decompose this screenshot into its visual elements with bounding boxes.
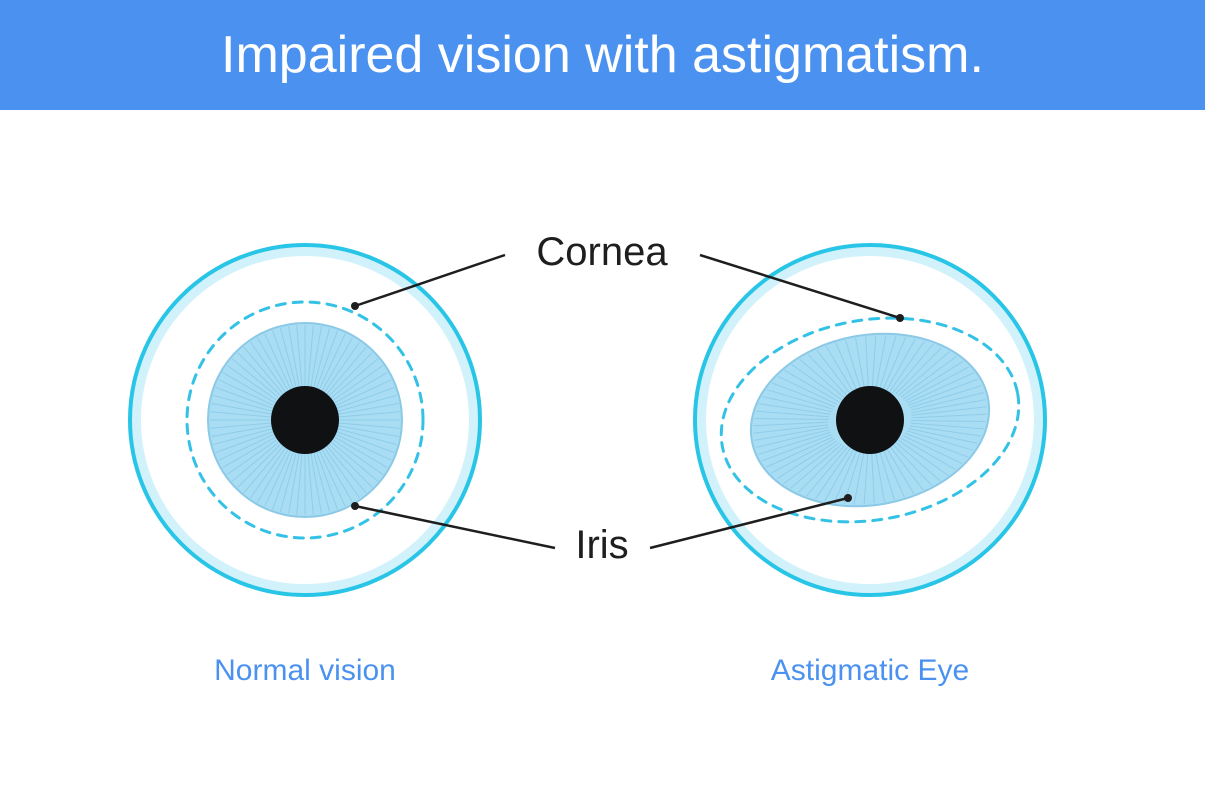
astigmatic-caption: Astigmatic Eye xyxy=(771,654,969,687)
astigmatism-diagram: Normal vision Astigmatic Eye Cornea Iris xyxy=(0,110,1205,809)
normal-caption: Normal vision xyxy=(214,654,396,687)
leader-dot xyxy=(844,494,852,502)
normal-pupil xyxy=(271,386,339,454)
leader-dot xyxy=(351,502,359,510)
label-cornea: Cornea xyxy=(536,230,668,274)
astigmatic-eye: Astigmatic Eye xyxy=(695,245,1045,687)
astigmatic-pupil xyxy=(836,386,904,454)
leader-dot xyxy=(351,302,359,310)
label-iris: Iris xyxy=(575,523,628,567)
title-banner: Impaired vision with astigmatism. xyxy=(0,0,1205,110)
leader-dot xyxy=(896,314,904,322)
title-text: Impaired vision with astigmatism. xyxy=(221,26,984,84)
normal-eye: Normal vision xyxy=(130,245,480,687)
